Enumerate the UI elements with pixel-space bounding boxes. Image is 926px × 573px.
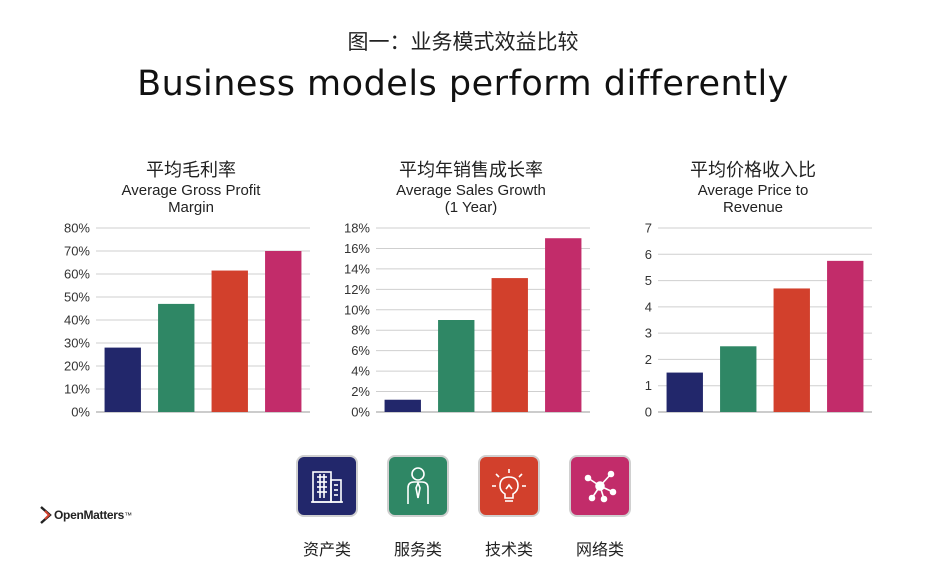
logo-mark-icon [40, 506, 52, 524]
person-icon [407, 467, 429, 504]
lightbulb-icon [492, 469, 526, 502]
y-tick-label: 14% [344, 261, 370, 276]
chart-title-en-line2: Revenue [722, 199, 784, 216]
bar-lightbulb-icon [491, 278, 528, 412]
chart-gross-margin: 平均毛利率 Average Gross Profit Margin 0% 10% 2… [46, 150, 336, 430]
y-tick-label: 30% [64, 336, 90, 351]
y-tick-label: 20% [64, 359, 90, 374]
chart-title-cn: 平均年销售成长率 [399, 160, 543, 181]
network-icon [584, 470, 617, 503]
chart-sales-growth-plot: 0% 2% 4% 6% 8% 10% 12% 14% 16% 18% [344, 221, 590, 420]
technology-category-tile [478, 455, 540, 517]
y-tick-label: 70% [64, 244, 90, 259]
y-tick-label: 8% [351, 323, 370, 338]
bar-network-icon [265, 251, 302, 412]
asset-category-tile [296, 455, 358, 517]
service-category-tile [387, 455, 449, 517]
service-category-label: 服务类 [393, 540, 442, 559]
y-tick-label: 2% [351, 384, 370, 399]
bar-person-icon [720, 346, 757, 412]
page-title-cn: 图一：业务模式效益比较 [347, 30, 579, 54]
bar-building-icon [666, 372, 703, 412]
bar-lightbulb-icon [773, 288, 810, 412]
y-tick-label: 60% [64, 267, 90, 282]
building-icon [311, 471, 343, 503]
y-tick-label: 4% [351, 364, 370, 379]
bar-building-icon [384, 399, 421, 412]
chart-title-en-line2: Margin [168, 199, 214, 216]
chart-title-en: Average Sales Growth (1 Year) [326, 182, 616, 216]
bar-building-icon [104, 347, 141, 412]
y-tick-label: 4 [645, 299, 652, 314]
y-tick-label: 12% [344, 282, 370, 297]
chart-title-cn: 平均毛利率 [146, 160, 236, 181]
y-tick-label: 0% [351, 405, 370, 420]
chart-title-en: Average Price to Revenue [608, 182, 898, 216]
y-tick-label: 7 [645, 221, 652, 236]
y-tick-label: 50% [64, 290, 90, 305]
y-tick-label: 80% [64, 221, 90, 236]
technology-category-label: 技术类 [484, 540, 533, 559]
openmatters-logo: OpenMatters ™ [40, 505, 132, 525]
y-tick-label: 3 [645, 326, 652, 341]
bar-network-icon [545, 238, 582, 412]
y-tick-label: 10% [344, 302, 370, 317]
y-tick-label: 5 [645, 273, 652, 288]
chart-title-en-line1: Average Price to [697, 182, 809, 199]
chart-title-en-line1: Average Gross Profit [121, 182, 261, 199]
bar-person-icon [438, 320, 475, 412]
y-tick-label: 2 [645, 352, 652, 367]
chart-title-en: Average Gross Profit Margin [46, 182, 336, 216]
chart-title-en-line2: (1 Year) [444, 199, 498, 216]
y-tick-label: 18% [344, 221, 370, 236]
chart-title-cn: 平均价格收入比 [690, 160, 816, 181]
chart-gross-margin-plot: 0% 10% 20% 30% 40% 50% 60% 70% 80% [64, 221, 310, 420]
chart-price-revenue-plot: 0 1 2 3 4 5 6 7 [645, 221, 872, 420]
y-tick-label: 1 [645, 378, 652, 393]
logo-trademark: ™ [124, 510, 132, 520]
page-title: Business models perform differently [137, 64, 789, 104]
y-tick-label: 6 [645, 247, 652, 262]
y-tick-label: 10% [64, 382, 90, 397]
asset-category-label: 资产类 [302, 540, 351, 559]
y-tick-label: 40% [64, 313, 90, 328]
chart-sales-growth: 平均年销售成长率 Average Sales Growth (1 Year) 0… [326, 150, 616, 430]
chart-price-revenue: 平均价格收入比 Average Price to Revenue 0 1 2 3 4 5 6… [608, 150, 898, 430]
bar-lightbulb-icon [211, 270, 248, 412]
logo-text: OpenMatters [54, 508, 125, 522]
y-tick-label: 0 [645, 405, 652, 420]
bar-person-icon [158, 303, 195, 412]
network-category-tile [569, 455, 631, 517]
network-category-label: 网络类 [575, 540, 624, 559]
y-tick-label: 0% [71, 405, 90, 420]
y-tick-label: 16% [344, 241, 370, 256]
chart-title-en-line1: Average Sales Growth [396, 182, 546, 199]
y-tick-label: 6% [351, 343, 370, 358]
bar-network-icon [827, 260, 864, 412]
